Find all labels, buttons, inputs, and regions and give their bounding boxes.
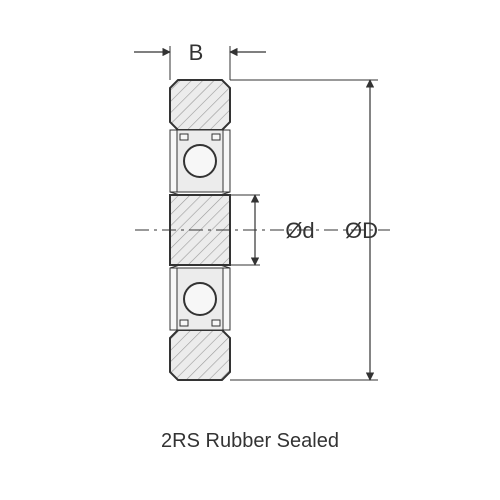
inner-diameter-label: Ød: [285, 218, 314, 243]
diagram-caption: 2RS Rubber Sealed: [0, 430, 500, 453]
width-label: B: [189, 40, 204, 65]
bearing-diagram: B Ød ØD 2RS Rubber Sealed: [0, 0, 500, 500]
outer-diameter-label: ØD: [345, 218, 378, 243]
diagram-svg: B Ød ØD: [0, 0, 500, 500]
